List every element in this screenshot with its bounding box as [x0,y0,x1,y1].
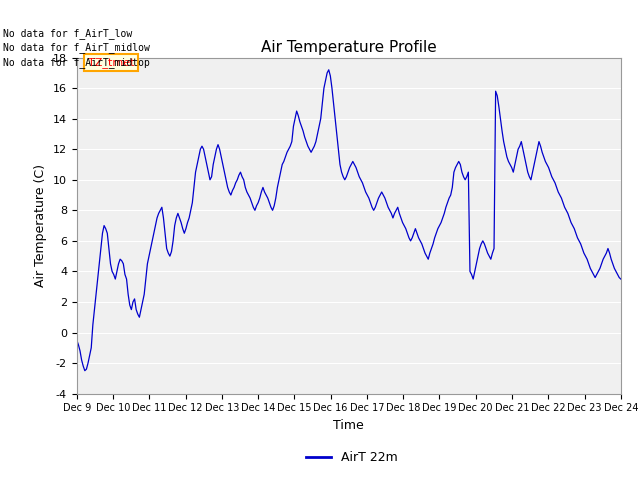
Text: TZ_tmet: TZ_tmet [88,57,134,68]
Text: No data for f_AirT_midlow: No data for f_AirT_midlow [3,42,150,53]
Legend: AirT 22m: AirT 22m [301,446,403,469]
X-axis label: Time: Time [333,419,364,432]
Text: No data for f_AirT_low: No data for f_AirT_low [3,28,132,39]
Title: Air Temperature Profile: Air Temperature Profile [261,40,436,55]
Text: No data for f_AirT_midtop: No data for f_AirT_midtop [3,57,150,68]
Y-axis label: Air Temperature (C): Air Temperature (C) [35,164,47,287]
